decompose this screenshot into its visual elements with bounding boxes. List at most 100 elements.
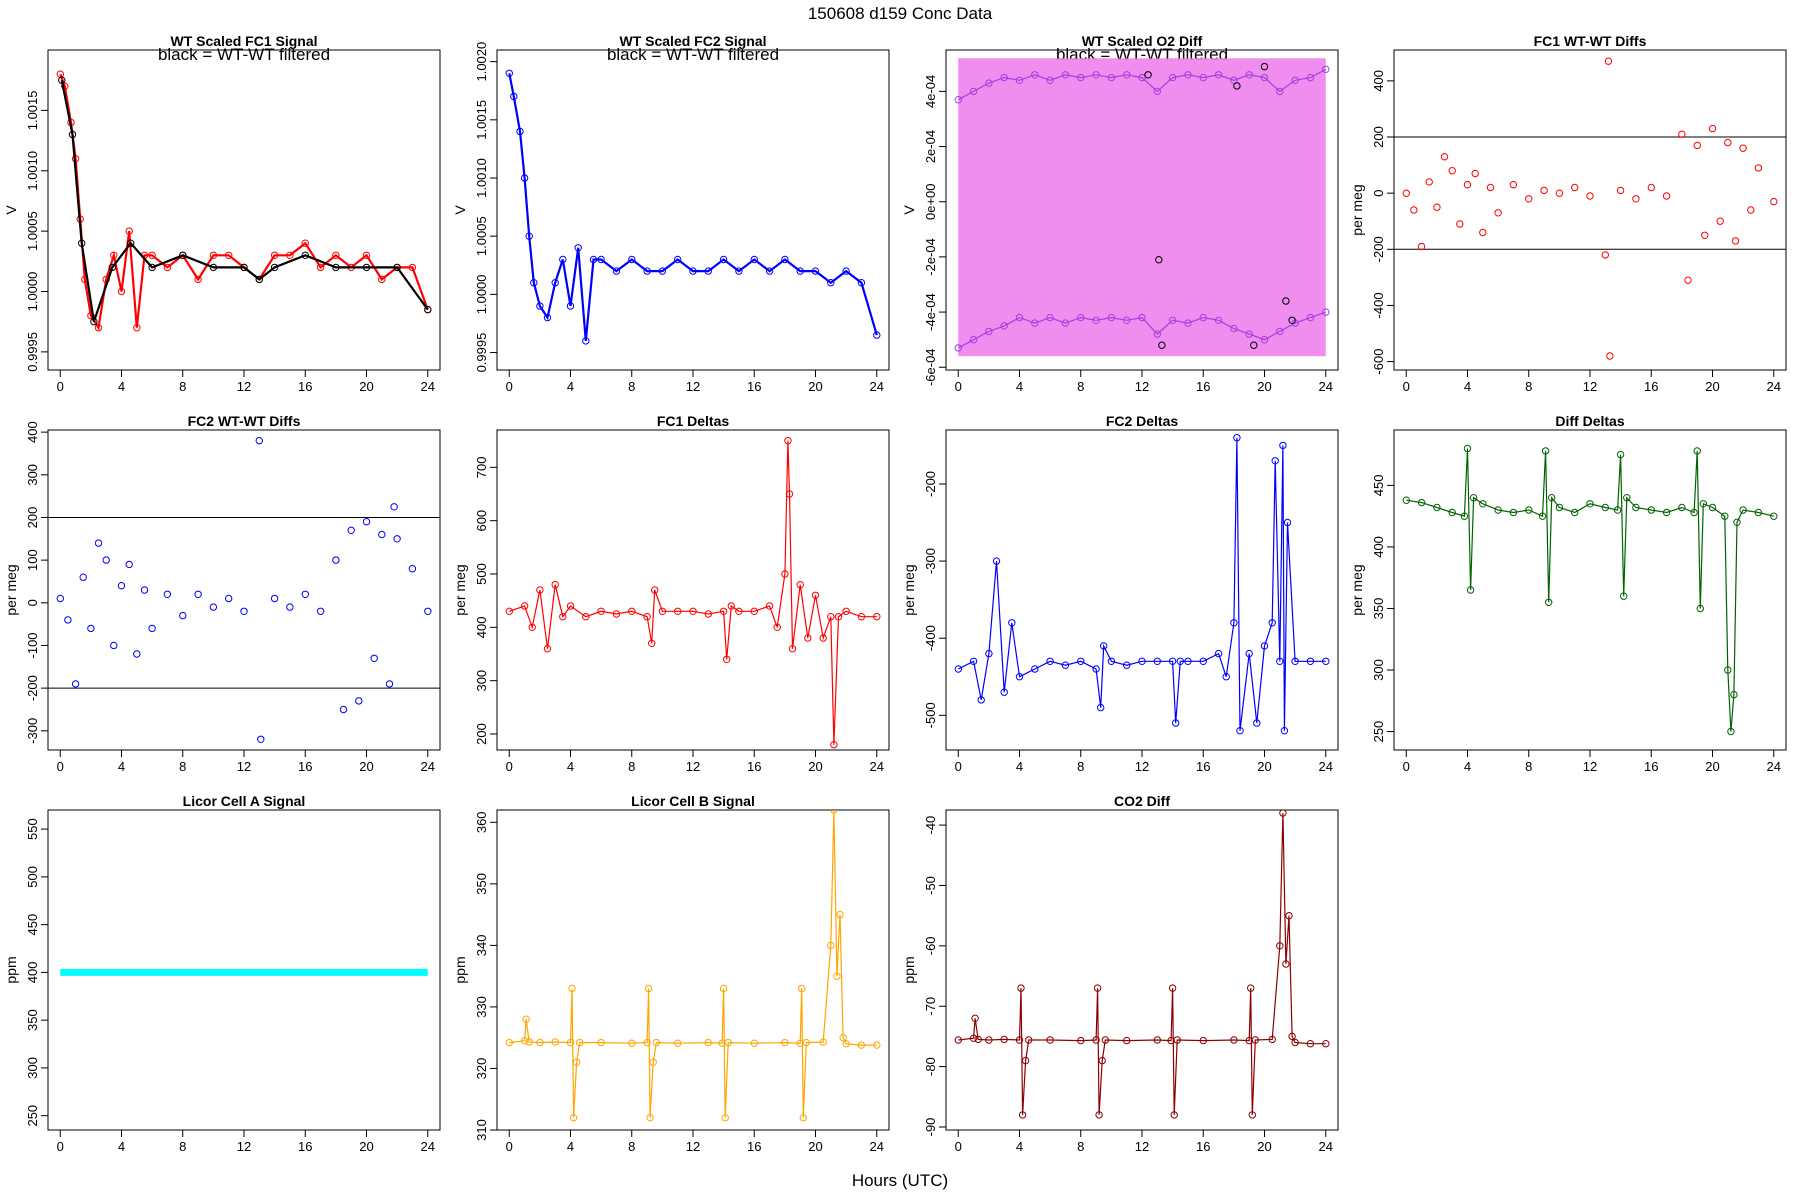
data-point [1230, 324, 1238, 333]
data-point [1647, 506, 1656, 514]
data-point [985, 327, 993, 336]
y-tick-label: 340 [474, 935, 489, 957]
x-tick-label: 24 [1319, 1139, 1333, 1154]
data-point [424, 305, 432, 314]
data-point [1015, 1036, 1024, 1044]
data-point [1402, 496, 1411, 504]
data-point [536, 1038, 544, 1047]
x-tick-label: 16 [1196, 1139, 1210, 1154]
data-point [1245, 71, 1253, 79]
data-point [1000, 1035, 1008, 1044]
data-point [1701, 231, 1709, 240]
data-point [1306, 313, 1315, 322]
data-point [784, 437, 792, 445]
y-axis-label: per meg [3, 564, 19, 615]
series-line [958, 812, 1326, 1115]
y-tick-label: 1.0010 [25, 151, 40, 191]
x-tick-label: 20 [359, 759, 373, 774]
x-tick-label: 16 [747, 1139, 761, 1154]
x-tick-label: 16 [1644, 759, 1658, 774]
data-point [1230, 1036, 1238, 1044]
x-tick-label: 4 [1464, 379, 1471, 394]
y-axis-label: V [452, 205, 468, 215]
x-tick-label: 0 [1403, 379, 1410, 394]
data-point [857, 1041, 866, 1049]
data-point [651, 586, 659, 594]
data-point [985, 1036, 993, 1044]
data-point [424, 607, 432, 615]
data-point [1479, 228, 1487, 237]
data-point [750, 1039, 758, 1047]
panel-title: FC2 WT-WT Diffs [188, 413, 301, 429]
x-tick-label: 0 [506, 379, 513, 394]
data-point [1276, 327, 1284, 336]
y-tick-label: -600 [1371, 349, 1386, 375]
data-point [370, 654, 378, 662]
data-point [1586, 192, 1594, 200]
y-tick-label: 400 [25, 962, 40, 984]
data-point [974, 1035, 982, 1044]
x-tick-label: 16 [298, 1139, 312, 1154]
data-point [255, 275, 263, 284]
data-point [1077, 1036, 1085, 1045]
data-point [1199, 313, 1208, 322]
series-line [958, 68, 1327, 101]
data-point [765, 602, 774, 610]
x-tick-label: 0 [57, 379, 64, 394]
data-point [1306, 73, 1315, 82]
data-point [811, 591, 820, 599]
data-point [1540, 186, 1548, 195]
data-point [1601, 503, 1610, 512]
panel-title: FC1 WT-WT Diffs [1534, 33, 1647, 49]
data-point [724, 1038, 732, 1047]
x-tick-label: 8 [179, 379, 186, 394]
y-tick-label: 450 [25, 914, 40, 936]
data-point [125, 560, 133, 569]
data-point [1260, 62, 1269, 71]
data-point [209, 251, 218, 260]
plot-body [505, 437, 881, 749]
panel-title: Licor Cell B Signal [631, 793, 755, 809]
data-point [969, 87, 978, 96]
x-tick-label: 16 [1196, 379, 1210, 394]
data-point [1276, 657, 1284, 665]
data-point [1107, 313, 1116, 322]
data-point [87, 624, 95, 633]
data-point [1031, 71, 1039, 79]
data-point [1620, 592, 1628, 600]
data-point [1018, 1111, 1027, 1119]
data-point [1733, 518, 1741, 526]
data-point [1739, 144, 1747, 152]
data-point [1271, 457, 1279, 465]
x-tick-label: 4 [567, 1139, 574, 1154]
x-tick-label: 0 [506, 1139, 513, 1154]
data-point [551, 581, 559, 589]
data-point [1138, 657, 1146, 665]
data-point [1716, 217, 1724, 225]
data-point [1322, 1040, 1330, 1048]
data-point [674, 255, 682, 264]
data-point [94, 324, 103, 332]
data-point [1678, 503, 1686, 512]
data-point [842, 607, 850, 615]
data-point [1276, 942, 1284, 950]
data-point [804, 634, 812, 642]
data-point [301, 590, 309, 598]
data-point [1268, 1035, 1276, 1044]
x-tick-label: 16 [747, 379, 761, 394]
x-tick-label: 8 [628, 759, 635, 774]
y-axis-label: per meg [1349, 564, 1365, 615]
data-point [1184, 71, 1192, 79]
data-point [597, 255, 605, 264]
data-point [551, 1038, 559, 1046]
data-point [643, 1038, 651, 1047]
data-point [1008, 619, 1016, 627]
x-tick-label: 24 [421, 759, 435, 774]
data-point [1260, 73, 1269, 82]
data-point [643, 267, 651, 275]
y-tick-label: -6e-04 [923, 348, 938, 386]
data-point [719, 607, 728, 615]
data-point [1170, 1111, 1178, 1119]
data-point [1245, 649, 1253, 658]
data-point [649, 1058, 657, 1067]
